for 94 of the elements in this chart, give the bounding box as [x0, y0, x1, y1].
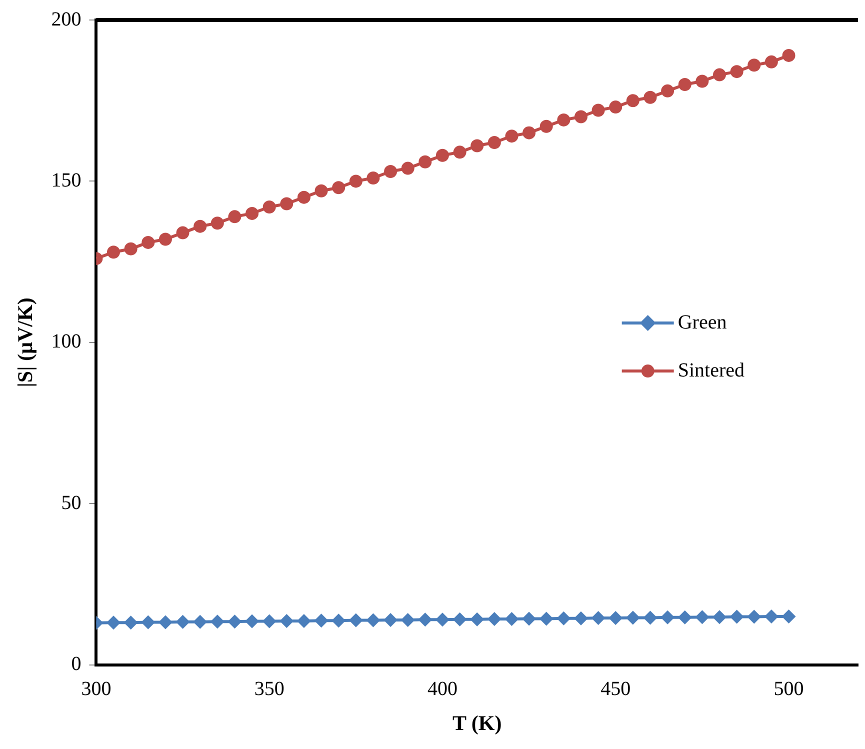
point	[782, 48, 796, 62]
point	[280, 614, 294, 628]
point	[366, 171, 380, 184]
point	[193, 614, 208, 629]
point	[280, 197, 294, 210]
point	[712, 610, 726, 624]
point	[176, 226, 190, 240]
point	[245, 614, 260, 628]
point	[522, 612, 536, 626]
y-tick-label: 50	[61, 492, 82, 514]
y-tick-label: 100	[51, 330, 82, 353]
point	[384, 165, 398, 178]
point	[418, 155, 432, 168]
point	[557, 113, 570, 126]
point	[487, 612, 502, 626]
x-tick-label: 500	[774, 678, 804, 700]
point	[418, 612, 432, 627]
point	[488, 136, 501, 150]
point	[748, 58, 761, 72]
point	[574, 611, 588, 626]
x-tick-label: 300	[81, 678, 112, 700]
point	[124, 616, 138, 630]
point	[556, 611, 571, 626]
point	[366, 613, 380, 628]
point	[764, 609, 778, 624]
point	[453, 146, 466, 159]
point	[314, 614, 328, 628]
point	[504, 612, 519, 626]
point	[730, 610, 744, 624]
point	[106, 616, 121, 630]
point	[470, 139, 484, 152]
point	[747, 610, 762, 624]
point	[314, 184, 328, 198]
y-axis-title: |S| (µV/K)	[13, 298, 38, 388]
y-tick-label: 150	[51, 169, 82, 192]
y-tick-label: 200	[51, 8, 82, 30]
point	[764, 55, 778, 68]
point	[660, 610, 675, 624]
point	[452, 612, 467, 626]
point	[591, 611, 606, 626]
point	[644, 90, 657, 104]
point	[210, 216, 224, 230]
point	[678, 610, 692, 624]
point	[332, 614, 346, 628]
point	[712, 68, 726, 82]
point	[696, 74, 709, 88]
point	[643, 610, 658, 625]
point	[297, 190, 310, 204]
legend-label: Sintered	[678, 359, 744, 382]
point	[400, 612, 415, 627]
point	[695, 610, 710, 624]
point	[384, 612, 398, 627]
point	[210, 614, 224, 629]
point	[539, 612, 554, 626]
point	[592, 104, 605, 117]
legend-label: Green	[678, 311, 727, 334]
point	[158, 615, 172, 630]
point	[678, 78, 692, 91]
point	[540, 120, 553, 133]
point	[348, 613, 363, 628]
point	[522, 126, 536, 140]
point	[436, 148, 449, 162]
point	[661, 84, 674, 98]
x-axis-title: T (K)	[452, 710, 502, 735]
point	[782, 609, 796, 624]
point	[730, 65, 744, 78]
point	[262, 614, 276, 628]
y-tick-label: 0	[71, 653, 82, 676]
point	[194, 220, 207, 233]
point	[176, 614, 190, 629]
point	[107, 246, 120, 259]
point	[609, 100, 622, 114]
x-tick-label: 450	[600, 678, 631, 700]
point	[141, 615, 156, 630]
point	[246, 206, 259, 220]
point	[626, 610, 640, 625]
point	[124, 242, 138, 256]
point	[349, 174, 362, 188]
point	[626, 94, 640, 108]
point	[228, 210, 242, 224]
point	[505, 130, 518, 143]
point	[142, 236, 155, 249]
point	[296, 614, 311, 628]
point	[470, 612, 484, 626]
point	[158, 232, 172, 246]
point	[262, 200, 276, 214]
x-tick-label: 350	[254, 678, 284, 700]
point	[574, 110, 588, 124]
point	[228, 614, 242, 629]
point	[608, 611, 623, 626]
point	[435, 612, 450, 627]
x-tick-label: 400	[427, 678, 458, 700]
point	[332, 181, 346, 194]
point	[401, 162, 414, 175]
